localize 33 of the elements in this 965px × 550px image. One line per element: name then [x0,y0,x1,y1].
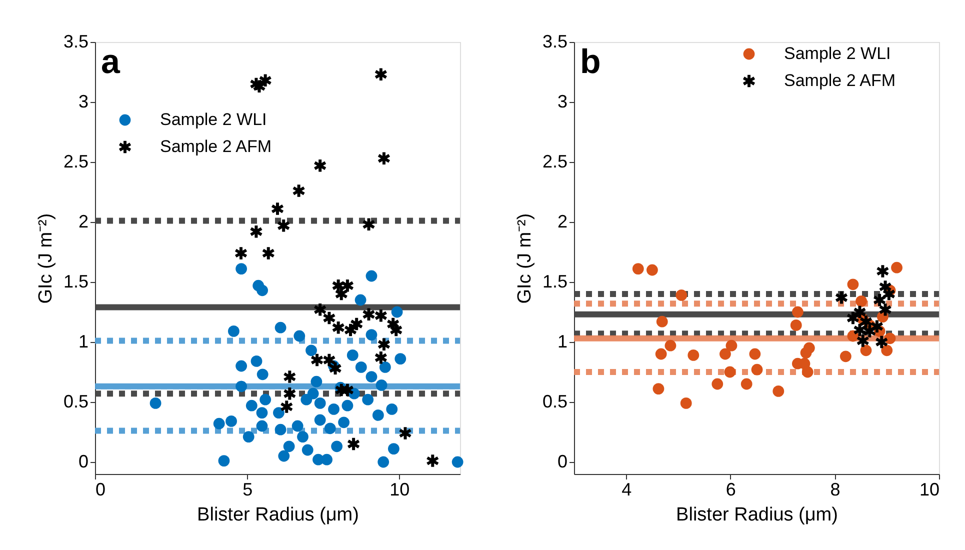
x-tick-label: 6 [726,480,736,500]
legend-label: Sample 2 AFM [160,137,272,156]
y-axis-title: GIc (J m⁻²) [514,213,536,304]
y-tick-label: 2.5 [63,152,88,172]
y-tick-label: 1 [78,332,88,352]
x-tick-label: 5 [242,480,253,500]
legend-label: Sample 2 WLI [784,44,891,63]
y-tick-label: 2 [78,212,88,232]
y-tick-label: 0.5 [63,392,88,412]
legend-label: Sample 2 AFM [784,71,896,90]
annotation: a [101,43,121,81]
legend-label: Sample 2 WLI [160,110,267,129]
y-tick-label: 1 [557,332,568,352]
y-tick-label: 1.5 [542,272,568,292]
x-tick-label: 0 [96,480,106,500]
y-axis-title: GIc (J m⁻²) [35,213,56,304]
y-tick-label: 0 [557,452,568,472]
x-axis-title: Blister Radius (μm) [676,504,838,526]
y-tick-label: 0 [78,452,88,472]
y-tick-label: 3.5 [63,32,88,52]
x-tick-label: 4 [622,480,632,500]
x-tick-label: 10 [919,480,940,500]
y-tick-label: 1.5 [63,272,88,292]
y-tick-label: 0.5 [542,392,568,412]
x-axis-title: Blister Radius (μm) [197,504,359,526]
y-tick-label: 3 [557,92,568,112]
y-tick-label: 2 [557,212,568,232]
x-tick-label: 8 [830,480,840,500]
y-tick-label: 3 [78,92,88,112]
annotation: b [580,43,601,81]
x-tick-label: 10 [390,480,410,500]
y-tick-label: 2.5 [542,152,568,172]
y-tick-label: 3.5 [542,32,568,52]
